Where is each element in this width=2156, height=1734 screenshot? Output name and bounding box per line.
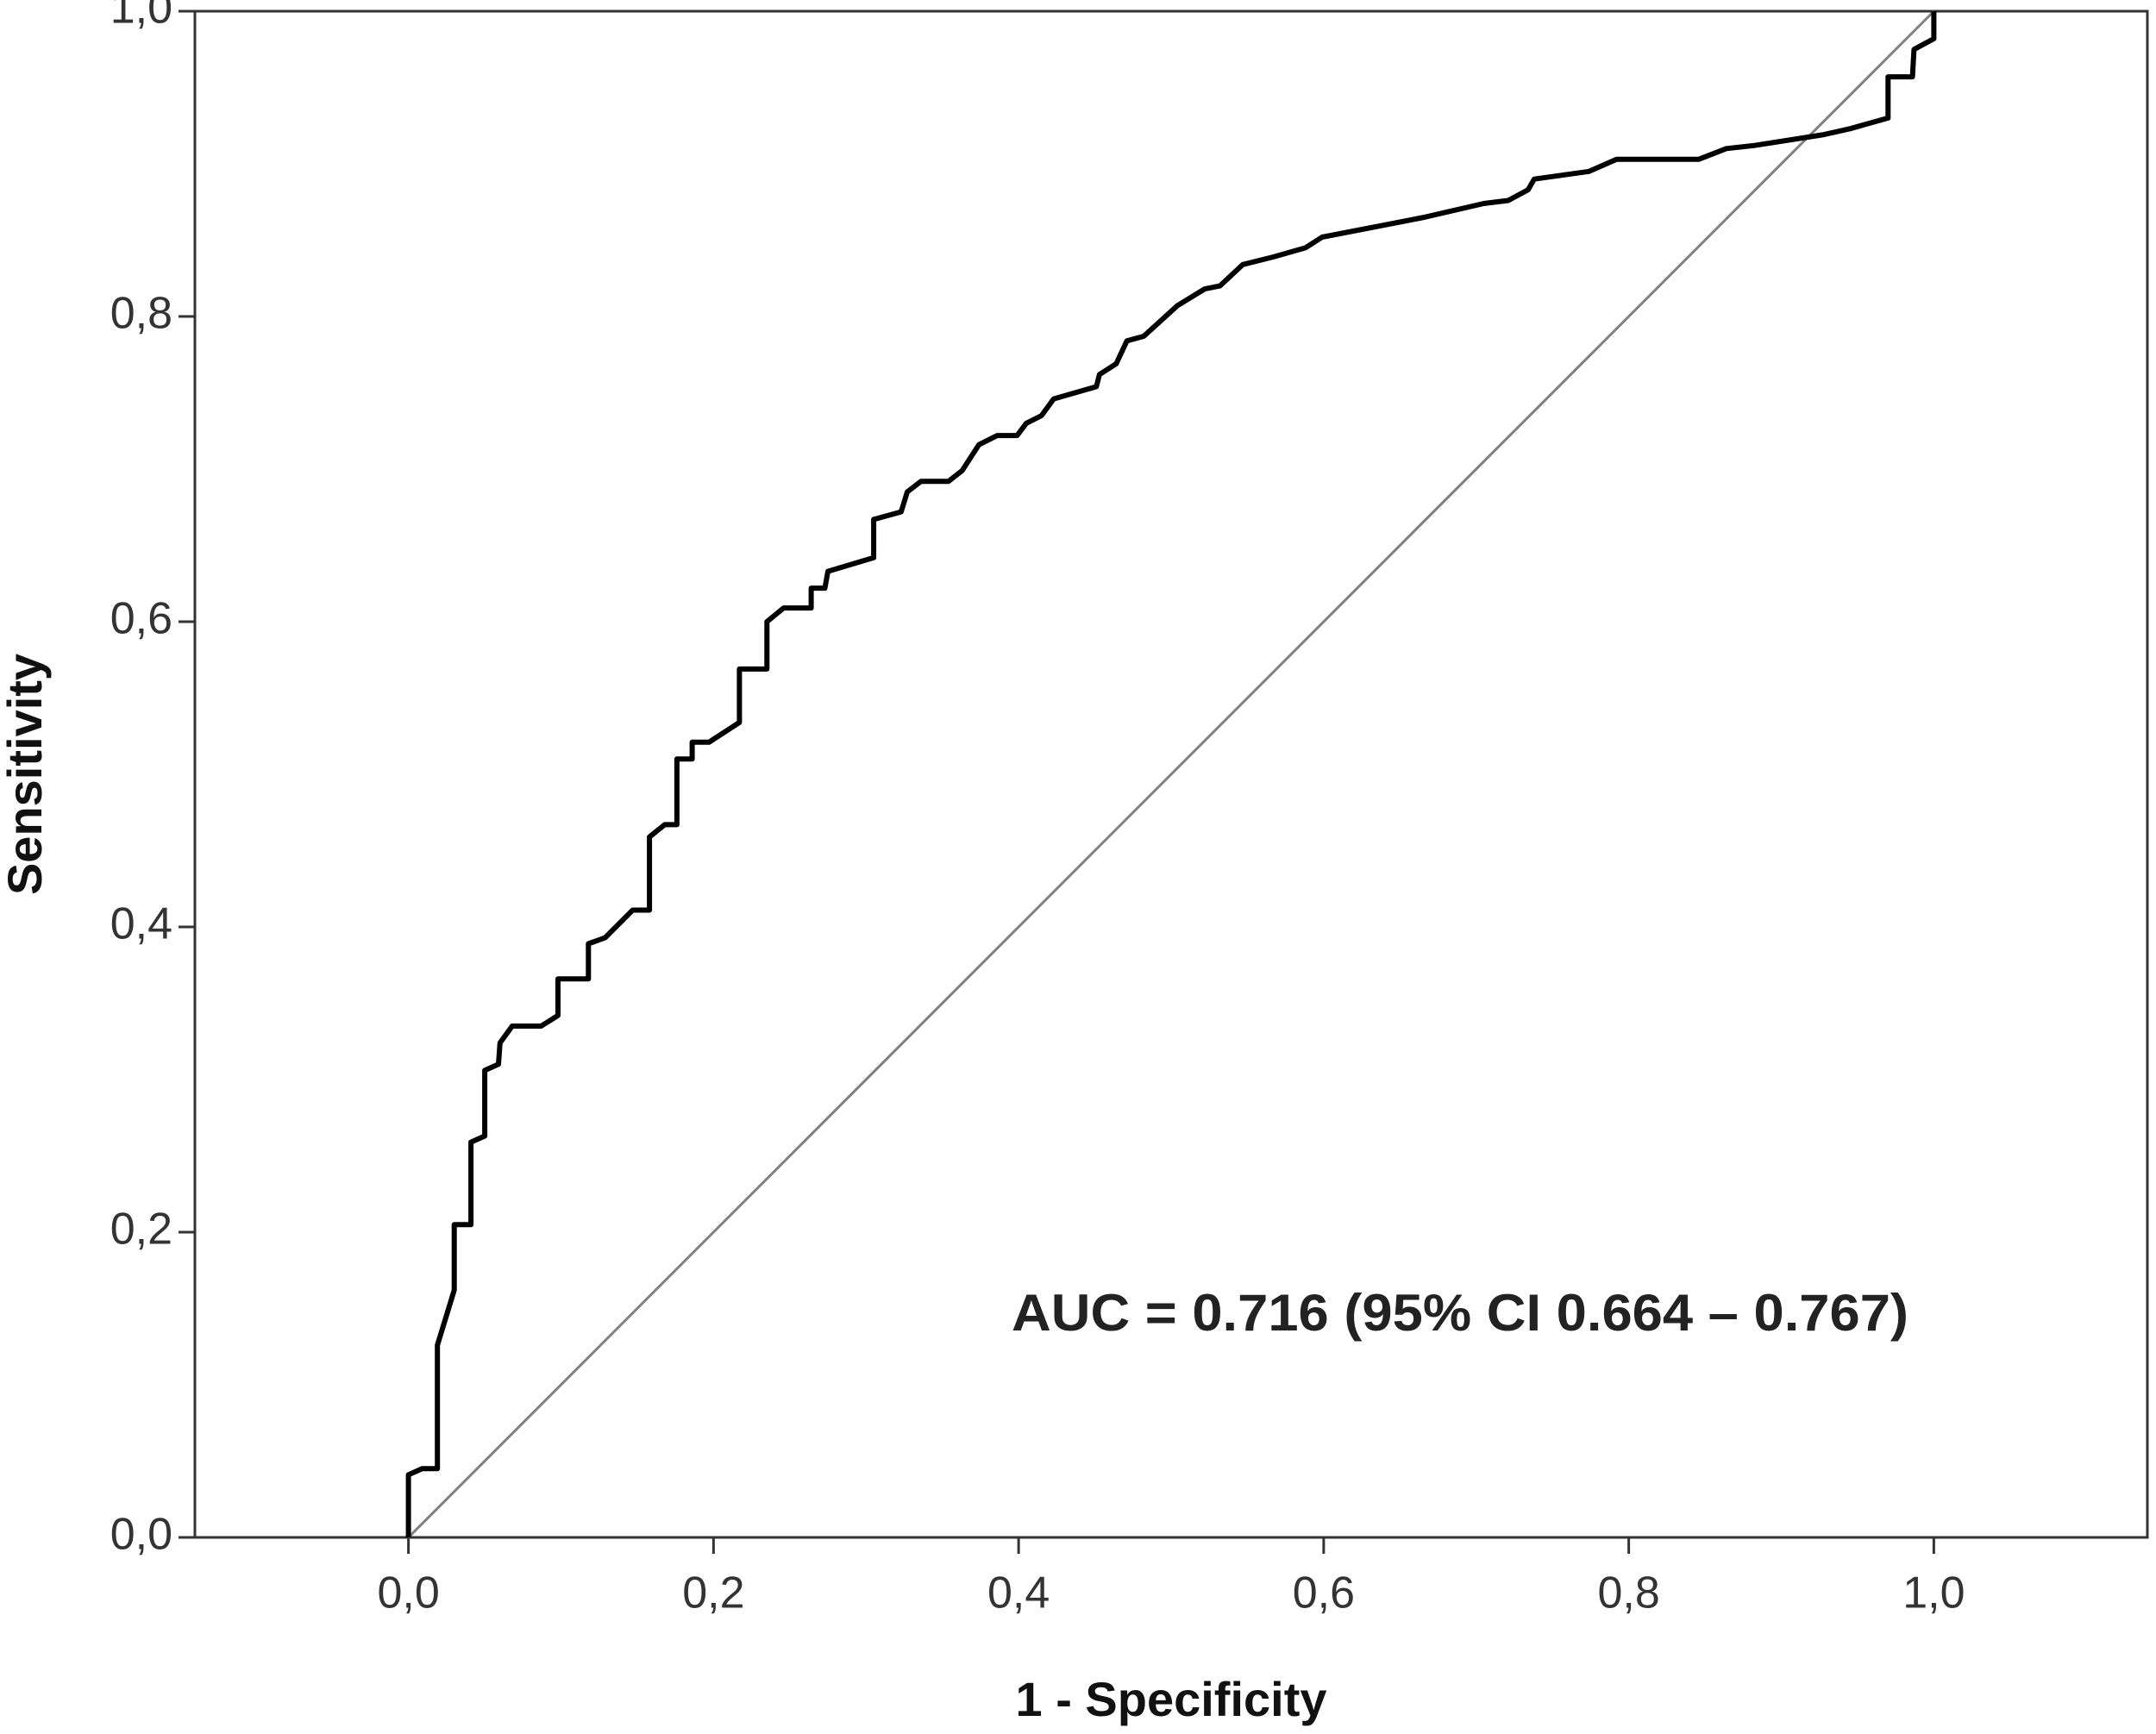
y-tick-label: 0,6 [110, 594, 172, 644]
x-tick-label: 0,0 [377, 1568, 439, 1618]
x-tick-label: 0,2 [682, 1568, 744, 1618]
x-axis-title: 1 - Specificity [1015, 1672, 1326, 1726]
y-tick-label: 0,4 [110, 899, 172, 949]
plot-frame [193, 9, 2149, 1539]
x-tick-label: 0,6 [1293, 1568, 1355, 1618]
y-tick-label: 0,2 [110, 1205, 172, 1255]
reference-line [407, 9, 1935, 1539]
x-tick-label: 0,8 [1597, 1568, 1659, 1618]
x-tick-label: 0,4 [987, 1568, 1050, 1618]
y-tick-label: 0,8 [110, 289, 172, 339]
annotation: AUC = 0.716 (95% CI 0.664 – 0.767) [1012, 1284, 1908, 1342]
roc-curve [405, 11, 1937, 1537]
y-axis-title: Sensitivity [0, 654, 52, 895]
x-tick-label: 1,0 [1902, 1568, 1965, 1618]
y-tick-label: 0,0 [110, 1510, 172, 1560]
y-tick-label: 1,0 [110, 0, 172, 34]
